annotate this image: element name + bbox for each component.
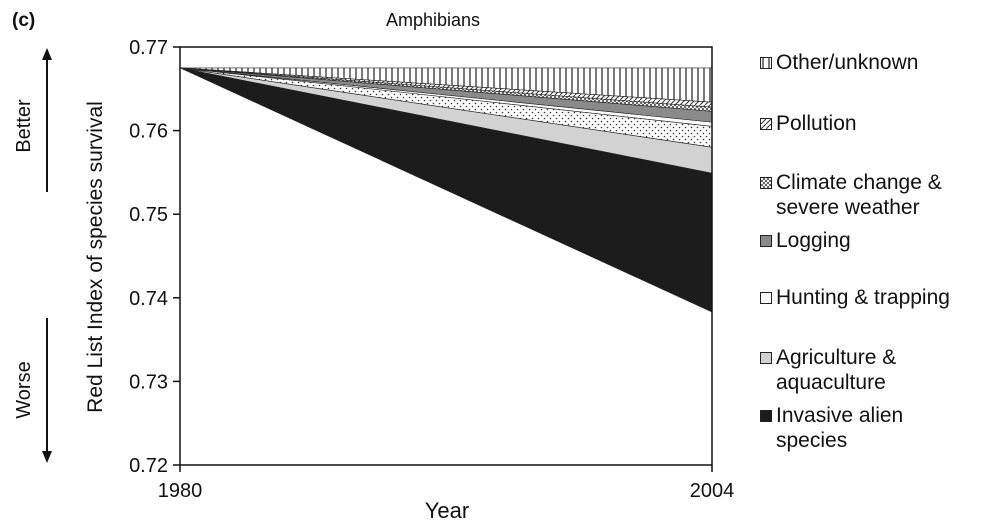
y-tick-label: 0.74	[129, 288, 168, 310]
legend-label: Other/unknown	[776, 51, 919, 74]
legend-label: Pollution	[776, 112, 857, 135]
legend-label: Climate change & severe weather	[776, 171, 942, 219]
x-tick-label: 2004	[690, 480, 735, 502]
legend-item: Climate change & severe weather	[760, 170, 942, 220]
worse-indicator: Worse	[13, 318, 52, 463]
y-tick-label: 0.73	[129, 371, 168, 393]
x-axis-label: Year	[425, 498, 469, 523]
x-tick-label: 1980	[158, 480, 203, 502]
better-label: Better	[13, 99, 35, 153]
legend-label: Hunting & trapping	[776, 286, 950, 309]
legend-swatch	[760, 410, 772, 422]
legend-item: Invasive alien species	[760, 403, 903, 453]
legend-label: Logging	[776, 229, 851, 252]
worse-label: Worse	[13, 361, 35, 418]
legend-item: Agriculture & aquaculture	[760, 345, 896, 395]
legend-swatch	[760, 235, 772, 247]
y-tick-label: 0.77	[129, 37, 168, 59]
legend-item: Logging	[760, 228, 851, 253]
legend-swatch	[760, 352, 772, 364]
panel-label: (c)	[12, 10, 35, 31]
legend-swatch	[760, 57, 772, 69]
plot-frame	[179, 46, 713, 466]
legend-swatch	[760, 292, 772, 304]
legend-item: Pollution	[760, 111, 857, 136]
area-chart: (c) Amphibians Better Worse Red List Ind…	[12, 10, 735, 523]
chart-title: Amphibians	[386, 10, 480, 30]
better-indicator: Better	[13, 48, 52, 192]
legend: Other/unknown Pollution Climate change & s…	[760, 0, 981, 524]
legend-item: Other/unknown	[760, 50, 918, 75]
y-axis-label: Red List Index of species survival	[84, 101, 107, 413]
y-tick-label: 0.72	[129, 455, 168, 477]
legend-item: Hunting & trapping	[760, 285, 950, 310]
legend-label: Agriculture & aquaculture	[776, 346, 897, 394]
legend-label: Invasive alien species	[776, 404, 904, 452]
y-tick-label: 0.75	[129, 204, 168, 226]
y-tick-label: 0.76	[129, 121, 168, 143]
legend-swatch	[760, 177, 772, 189]
legend-swatch	[760, 118, 772, 130]
